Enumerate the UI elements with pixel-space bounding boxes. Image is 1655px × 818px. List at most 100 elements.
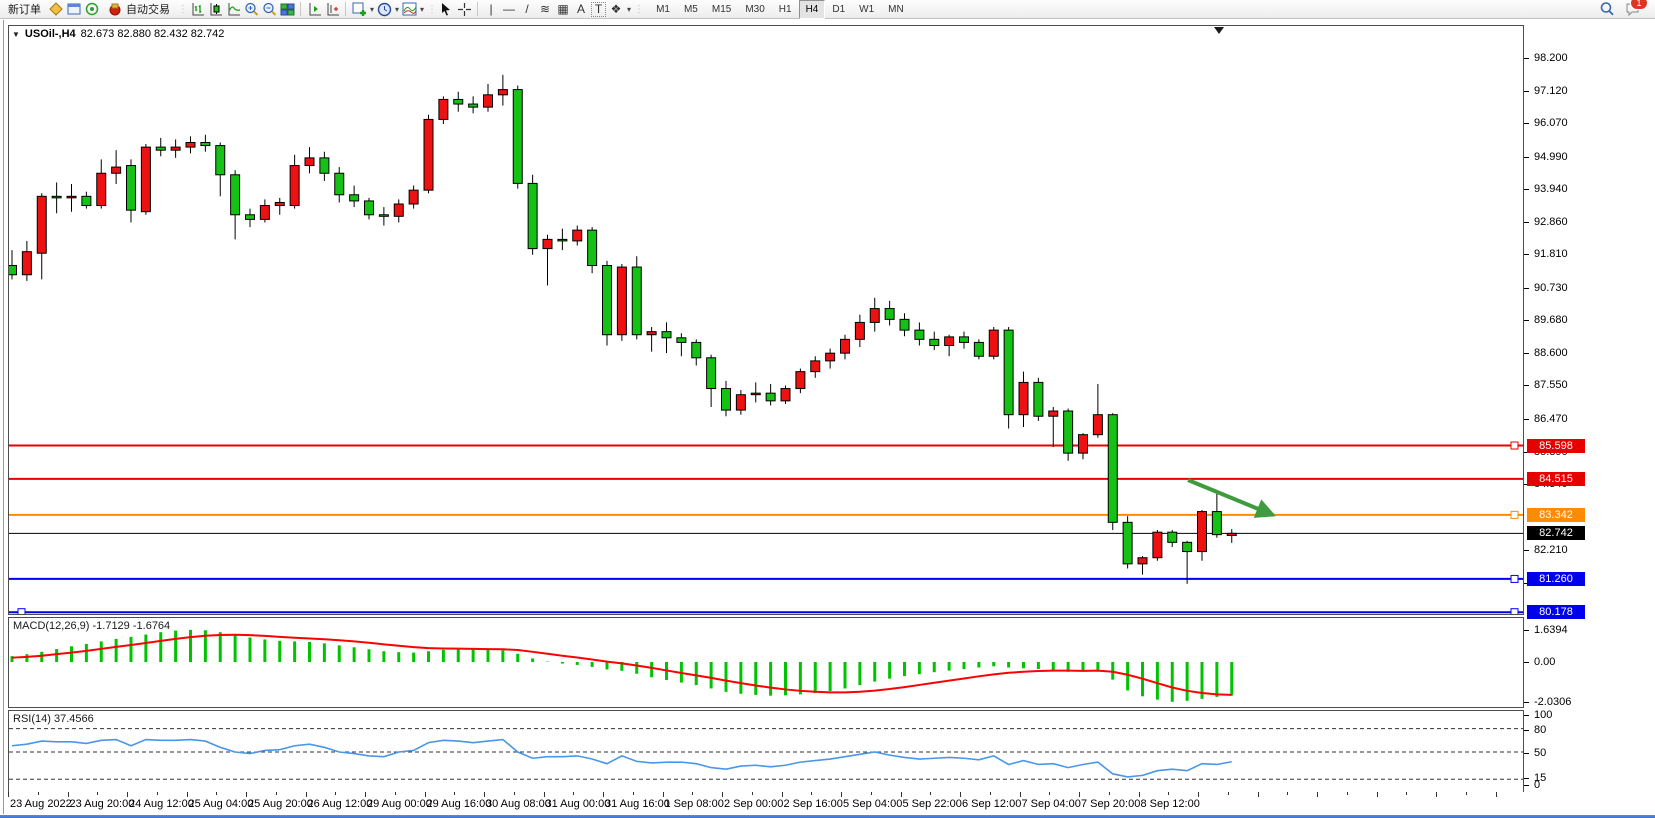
timeframe-button-M5[interactable]: M5 xyxy=(683,3,698,15)
market-watch-icon[interactable] xyxy=(66,1,82,17)
autotrading-button[interactable]: 自动交易 xyxy=(102,1,175,18)
time-tick-label: 2 Sep 00:00 xyxy=(724,798,784,810)
time-tick-mark xyxy=(1317,792,1318,797)
timeframe-button-M30[interactable]: M30 xyxy=(745,3,765,15)
signal-icon[interactable] xyxy=(84,1,100,17)
price-tick-mark xyxy=(1524,385,1529,387)
horizontal-line-tool-icon[interactable]: — xyxy=(503,2,516,16)
toolbar-grip: ⋮ xyxy=(634,3,644,15)
bear-candle-body xyxy=(126,165,136,211)
new-order-button[interactable]: 新订单 xyxy=(3,1,46,18)
timeframe-button-M1[interactable]: M1 xyxy=(656,3,670,15)
time-tick-mark xyxy=(513,792,515,795)
indicators-icon[interactable] xyxy=(401,1,417,17)
crosshair-tool-icon[interactable] xyxy=(456,1,472,17)
bull-candle-body xyxy=(483,94,493,108)
text-label-tool-icon[interactable]: T xyxy=(591,1,607,17)
one-click-trading-toggle-icon[interactable]: ▼ xyxy=(12,29,20,39)
price-line-axis-label: 82.742 xyxy=(1527,526,1585,541)
time-axis[interactable]: 23 Aug 2022 23 Aug 20:00 24 Aug 12:00 25 Au… xyxy=(8,792,1524,814)
cursor-tool-icon[interactable] xyxy=(438,1,454,17)
time-tick-label: 23 Aug 20:00 xyxy=(69,798,135,810)
price-tick-label: 94.990 xyxy=(1534,150,1568,163)
bear-candle-body xyxy=(721,388,731,411)
indicators-dropdown-caret[interactable]: ▾ xyxy=(420,4,425,14)
new-order-ticket-icon[interactable] xyxy=(48,1,64,17)
price-line-axis-label: 81.260 xyxy=(1527,571,1585,586)
line-handle[interactable] xyxy=(17,608,26,614)
chart-shift-marker[interactable] xyxy=(1214,27,1224,34)
arrow-annotation[interactable] xyxy=(1187,478,1276,518)
bar-chart-mode-icon[interactable] xyxy=(189,1,205,17)
timeframe-button-D1[interactable]: D1 xyxy=(832,3,846,15)
bear-candle-body xyxy=(914,329,925,340)
shapes-dropdown-caret[interactable]: ▾ xyxy=(627,4,632,14)
zoom-out-icon[interactable] xyxy=(261,1,277,17)
rsi-label: RSI(14) 37.4566 xyxy=(13,713,94,725)
time-tick-mark xyxy=(1287,792,1289,795)
line-handle[interactable] xyxy=(1510,574,1519,583)
bull-candle-body xyxy=(1018,381,1029,416)
time-tick-label: 7 Sep 20:00 xyxy=(1081,798,1141,810)
time-tick-mark xyxy=(127,792,128,797)
bull-candle-body xyxy=(66,195,77,199)
line-handle[interactable] xyxy=(1510,510,1519,519)
grid-tool-icon[interactable]: ▦ xyxy=(557,2,569,16)
timeframe-button-W1[interactable]: W1 xyxy=(859,3,875,15)
line-handle[interactable] xyxy=(1510,608,1519,614)
notifications-icon[interactable]: 1 xyxy=(1625,0,1648,17)
chart-shift-icon[interactable] xyxy=(324,1,340,17)
time-tick-label: 31 Aug 00:00 xyxy=(545,798,611,810)
new-chart-dropdown-caret[interactable]: ▾ xyxy=(370,4,375,14)
time-tick-mark xyxy=(989,792,991,795)
period-clock-icon[interactable] xyxy=(376,1,392,17)
search-icon[interactable] xyxy=(1599,1,1615,17)
fibonacci-tool-icon[interactable]: ≋ xyxy=(540,2,551,16)
price-axis[interactable]: 98.200 97.120 96.070 94.990 93.940 92.860 91.8… xyxy=(1524,20,1652,815)
horizontal-level-lines[interactable] xyxy=(9,444,1523,614)
line-chart-mode-icon[interactable] xyxy=(225,1,241,17)
macd-tick-mark xyxy=(1524,701,1529,703)
line-handle[interactable] xyxy=(1510,441,1519,450)
auto-scroll-icon[interactable] xyxy=(306,1,322,17)
shapes-tool-icon[interactable]: ❖ xyxy=(610,2,622,16)
price-tick-label: 87.550 xyxy=(1534,379,1568,392)
timeframe-button-M15[interactable]: M15 xyxy=(711,3,732,15)
tile-windows-icon[interactable] xyxy=(279,1,295,17)
bear-candle-body xyxy=(973,341,984,357)
bull-candle-body xyxy=(111,166,122,174)
timeframe-button-MN[interactable]: MN xyxy=(888,3,904,15)
timeframe-button-H1[interactable]: H1 xyxy=(778,3,792,15)
time-tick-label: 30 Aug 08:00 xyxy=(486,798,551,810)
candlestick-mode-icon[interactable] xyxy=(207,1,223,17)
time-tick-mark xyxy=(841,792,842,797)
time-tick-mark xyxy=(216,792,218,795)
toolbar-grip: ⋮ xyxy=(427,3,437,15)
price-line-axis-label: 83.342 xyxy=(1527,507,1585,522)
time-tick-label: 5 Sep 22:00 xyxy=(902,798,962,810)
time-tick-mark xyxy=(692,792,694,795)
period-dropdown-caret[interactable]: ▾ xyxy=(395,4,400,14)
trendline-tool-icon[interactable]: / xyxy=(525,2,529,16)
bull-candle-body xyxy=(1152,531,1163,559)
bear-candle-body xyxy=(453,98,464,105)
macd-indicator-panel[interactable] xyxy=(8,617,1524,708)
time-tick-mark xyxy=(1168,792,1170,795)
rsi-indicator-panel[interactable] xyxy=(8,710,1524,793)
rsi-tick-mark xyxy=(1524,730,1529,731)
vertical-line-tool-icon[interactable]: | xyxy=(489,2,493,16)
rsi-tick-mark xyxy=(1524,715,1529,716)
price-chart-panel[interactable] xyxy=(8,25,1524,615)
new-chart-icon[interactable] xyxy=(351,1,367,17)
bull-candle-body xyxy=(1092,414,1103,436)
bull-candle-body xyxy=(408,189,419,205)
text-tool-icon[interactable]: A xyxy=(577,2,586,16)
toolbar-separator xyxy=(477,2,479,16)
zoom-in-icon[interactable] xyxy=(243,1,259,17)
bear-candle-body xyxy=(155,146,166,151)
timeframe-button-H4[interactable]: H4 xyxy=(798,0,826,19)
toolbar-separator xyxy=(345,2,346,16)
time-tick-mark xyxy=(8,792,9,797)
bull-candle-body xyxy=(810,360,821,373)
time-tick-mark xyxy=(484,792,485,797)
